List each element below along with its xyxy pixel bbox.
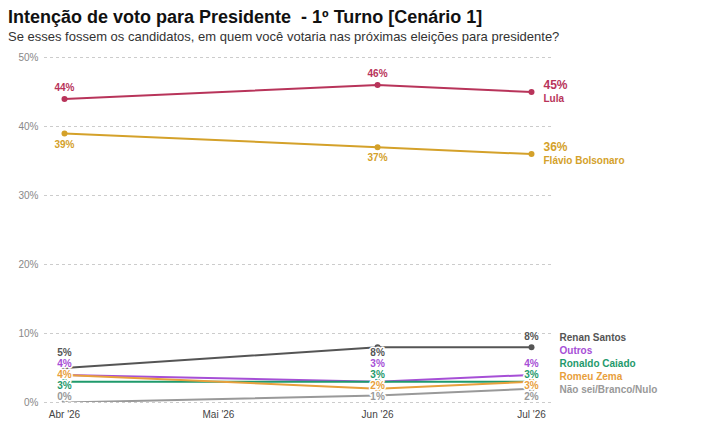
svg-text:1%: 1% (370, 391, 385, 402)
svg-text:2%: 2% (370, 380, 385, 391)
svg-text:Lula: Lula (544, 93, 565, 104)
svg-text:Outros: Outros (560, 345, 593, 356)
svg-text:8%: 8% (524, 331, 539, 342)
svg-text:37%: 37% (368, 152, 388, 163)
svg-text:4%: 4% (57, 369, 72, 380)
svg-text:Jul '26: Jul '26 (517, 409, 546, 420)
svg-text:0%: 0% (24, 397, 39, 408)
svg-text:5%: 5% (57, 347, 72, 358)
svg-text:30%: 30% (18, 190, 38, 201)
svg-text:46%: 46% (368, 68, 388, 79)
svg-text:45%: 45% (544, 78, 568, 92)
svg-text:39%: 39% (54, 139, 74, 150)
svg-text:20%: 20% (18, 259, 38, 270)
svg-text:Abr '26: Abr '26 (49, 409, 81, 420)
svg-text:0%: 0% (57, 391, 72, 402)
svg-text:Não sei/Branco/Nulo: Não sei/Branco/Nulo (560, 384, 658, 395)
svg-text:4%: 4% (57, 358, 72, 369)
svg-text:36%: 36% (544, 140, 568, 154)
svg-text:4%: 4% (524, 358, 539, 369)
svg-text:50%: 50% (18, 52, 38, 63)
svg-text:Flávio Bolsonaro: Flávio Bolsonaro (544, 155, 625, 166)
svg-text:8%: 8% (370, 347, 385, 358)
svg-text:10%: 10% (18, 328, 38, 339)
svg-text:40%: 40% (18, 121, 38, 132)
svg-text:44%: 44% (54, 82, 74, 93)
svg-text:3%: 3% (524, 369, 539, 380)
html-text:Intenção de voto para Presiden: Intenção de voto para Presidente - 1º Tu… (8, 7, 483, 27)
svg-text:Romeu Zema: Romeu Zema (560, 371, 623, 382)
svg-text:3%: 3% (524, 380, 539, 391)
svg-text:Renan Santos: Renan Santos (560, 332, 627, 343)
html-text:Se esses fossem os candidatos,: Se esses fossem os candidatos, em quem v… (8, 29, 560, 44)
svg-text:3%: 3% (57, 380, 72, 391)
svg-text:Jun '26: Jun '26 (362, 409, 394, 420)
svg-text:2%: 2% (524, 391, 539, 402)
svg-text:3%: 3% (370, 369, 385, 380)
svg-text:3%: 3% (370, 358, 385, 369)
svg-text:Mai '26: Mai '26 (202, 409, 234, 420)
svg-text:Ronaldo Caiado: Ronaldo Caiado (560, 358, 636, 369)
